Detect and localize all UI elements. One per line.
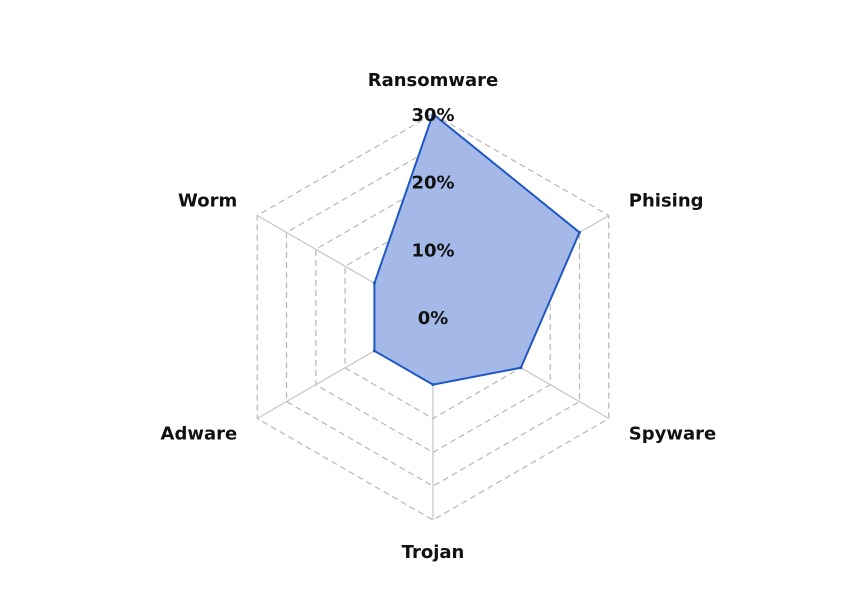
category-label-phising: Phising <box>629 191 704 212</box>
category-label-worm: Worm <box>178 191 237 212</box>
category-label-adware: Adware <box>161 424 238 445</box>
tick-label: 30% <box>411 105 454 126</box>
series-area <box>373 113 581 386</box>
category-label-spyware: Spyware <box>629 424 716 445</box>
category-label-ransomware: Ransomware <box>368 70 499 91</box>
data-point-phising <box>578 230 582 234</box>
data-point-adware <box>372 349 376 353</box>
data-point-trojan <box>431 383 435 387</box>
tick-label: 20% <box>411 173 454 194</box>
radar-tick-labels: 0% 10% 20% 30% <box>411 105 454 329</box>
data-point-spyware <box>519 366 523 370</box>
radar-series <box>372 112 582 387</box>
radar-category-labels: Ransomware Phising Spyware Trojan Adware Worm <box>161 70 717 563</box>
category-label-trojan: Trojan <box>402 542 465 563</box>
data-point-ransomware <box>431 112 435 116</box>
data-point-worm <box>372 281 376 285</box>
tick-label: 10% <box>411 240 454 261</box>
tick-label: 0% <box>418 308 449 329</box>
